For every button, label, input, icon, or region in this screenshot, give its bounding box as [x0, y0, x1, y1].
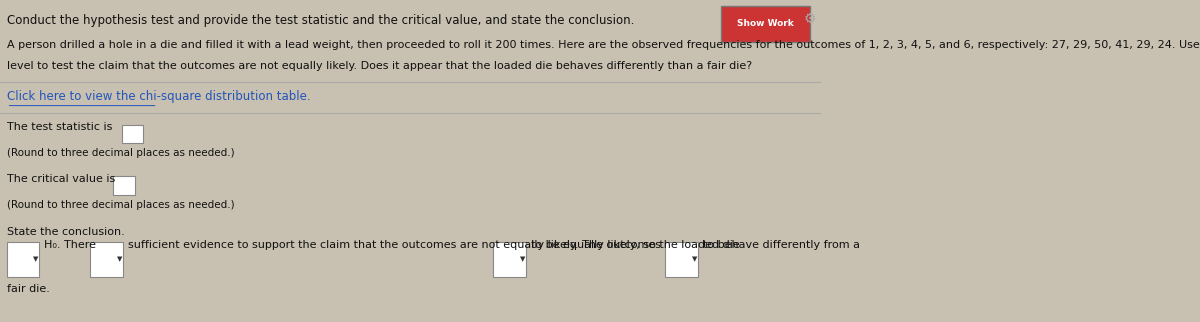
Text: (Round to three decimal places as needed.): (Round to three decimal places as needed…: [6, 148, 234, 158]
Text: ⚙: ⚙: [804, 12, 816, 26]
FancyBboxPatch shape: [493, 242, 526, 277]
Text: Click here to view the chi-square distribution table.: Click here to view the chi-square distri…: [6, 90, 310, 103]
Text: ▼: ▼: [520, 256, 526, 262]
Text: Show Work: Show Work: [737, 19, 794, 28]
Text: The test statistic is: The test statistic is: [6, 122, 112, 132]
FancyBboxPatch shape: [121, 125, 143, 143]
Text: The critical value is: The critical value is: [6, 174, 115, 184]
FancyBboxPatch shape: [665, 242, 698, 277]
Text: A person drilled a hole in a die and filled it with a lead weight, then proceede: A person drilled a hole in a die and fil…: [6, 40, 1200, 50]
Text: Conduct the hypothesis test and provide the test statistic and the critical valu: Conduct the hypothesis test and provide …: [6, 14, 634, 27]
Text: to behave differently from a: to behave differently from a: [703, 240, 860, 250]
FancyBboxPatch shape: [113, 176, 134, 195]
Text: State the conclusion.: State the conclusion.: [6, 227, 125, 237]
Text: ▼: ▼: [118, 256, 122, 262]
Text: ▼: ▼: [34, 256, 38, 262]
Text: H₀. There: H₀. There: [44, 240, 96, 250]
FancyBboxPatch shape: [6, 242, 40, 277]
FancyBboxPatch shape: [721, 6, 810, 42]
Text: (Round to three decimal places as needed.): (Round to three decimal places as needed…: [6, 200, 234, 210]
Text: to be equally likely, so the loaded die: to be equally likely, so the loaded die: [530, 240, 739, 250]
FancyBboxPatch shape: [90, 242, 124, 277]
Text: sufficient evidence to support the claim that the outcomes are not equally likel: sufficient evidence to support the claim…: [128, 240, 661, 250]
Text: level to test the claim that the outcomes are not equally likely. Does it appear: level to test the claim that the outcome…: [6, 61, 751, 71]
Text: ▼: ▼: [692, 256, 697, 262]
Text: fair die.: fair die.: [6, 284, 49, 294]
